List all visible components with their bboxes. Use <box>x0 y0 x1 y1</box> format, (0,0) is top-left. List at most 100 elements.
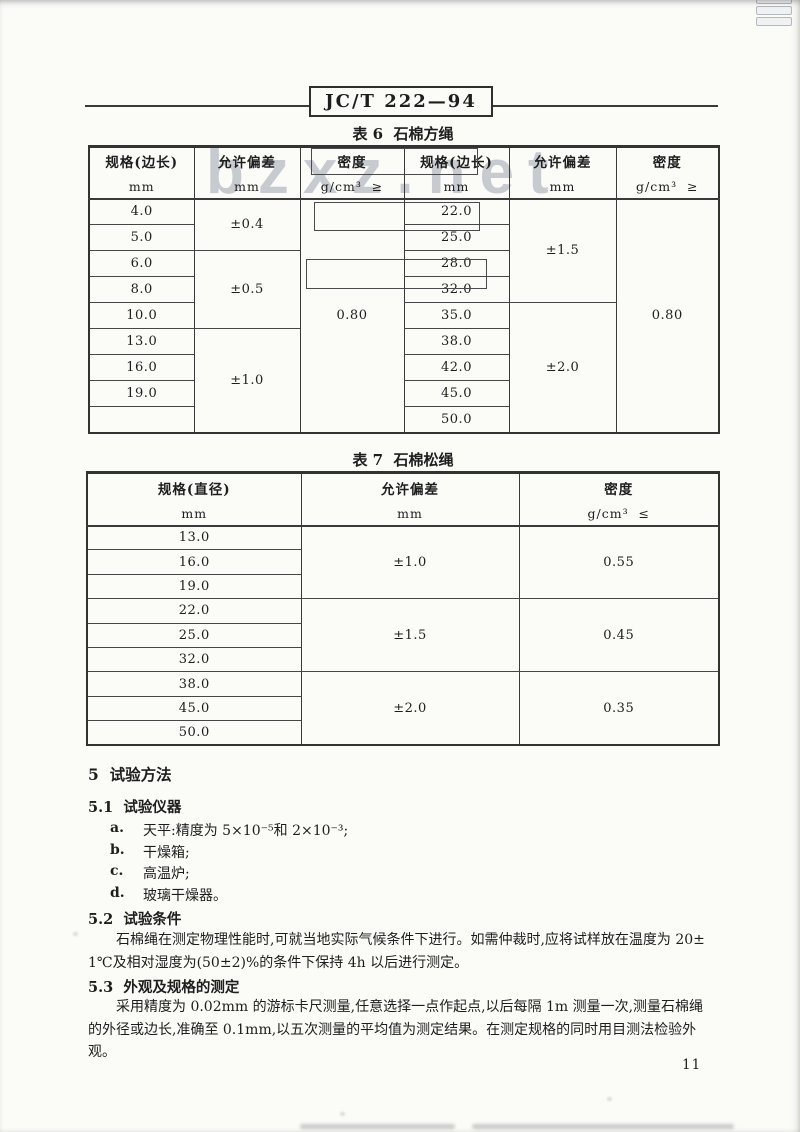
table-row: 5.0 25.0 <box>88 224 719 251</box>
column-header-size-right: 规格(边长) mm <box>403 146 509 200</box>
table-row: 19.0 45.0 <box>88 380 719 407</box>
size-cell: 4.0 <box>88 198 194 225</box>
table7-title: 表 7 石棉松绳 <box>352 451 454 469</box>
stacked-bars-icon[interactable] <box>756 0 792 28</box>
scan-artifact-box <box>306 259 487 289</box>
scan-artifact-box <box>311 148 478 175</box>
density-cell: 0.55 <box>518 525 719 600</box>
size-cell: 32.0 <box>86 647 301 673</box>
paragraph-line: 观。 <box>88 1044 116 1061</box>
size-cell: 10.0 <box>88 302 194 329</box>
list-item-text: 高温炉; <box>143 866 190 883</box>
paragraph-line: 石棉绳在测定物理性能时,可就当地实际气候条件下进行。如需仲裁时,应将试样放在温度… <box>116 932 705 948</box>
size-cell <box>88 406 194 433</box>
deviation-cell: ±0.5 <box>193 250 300 329</box>
table-row: 8.0 32.0 <box>88 276 719 303</box>
deviation-cell: ±1.5 <box>300 598 519 673</box>
size-cell: 19.0 <box>86 574 301 600</box>
column-header-density-left: 密度 g/cm³ ≥ <box>299 146 404 200</box>
table-row: 22.0 ±1.5 0.45 <box>86 598 719 673</box>
size-cell: 25.0 <box>403 224 509 251</box>
bar-icon-segment <box>756 17 792 26</box>
table-row: 50.0 <box>88 406 719 433</box>
size-cell: 22.0 <box>86 598 301 624</box>
column-header-size: 规格(直径) mm <box>86 472 301 527</box>
column-header-deviation: 允许偏差 mm <box>300 472 519 527</box>
density-cell: 0.45 <box>518 598 719 673</box>
column-header-deviation-left: 允许偏差 mm <box>193 146 300 200</box>
header-label: 允许偏差 <box>218 155 276 172</box>
size-cell: 8.0 <box>88 276 194 303</box>
bar-icon-segment <box>756 0 792 4</box>
list-item-key: b. <box>110 841 125 858</box>
density-cell: 0.80 <box>299 198 404 433</box>
column-header-size-left: 规格(边长) mm <box>88 146 194 200</box>
deviation-cell: ±1.0 <box>193 328 300 433</box>
deviation-cell: ±1.0 <box>300 525 519 600</box>
size-cell: 35.0 <box>403 302 509 329</box>
deviation-cell: ±2.0 <box>300 671 519 746</box>
table-row: 32.0 <box>86 647 719 673</box>
header-label: 密度 <box>337 155 367 172</box>
table-row: 19.0 <box>86 574 719 600</box>
scan-smudge <box>300 1124 455 1129</box>
table6-title: 表 6 石棉方绳 <box>352 125 454 143</box>
paragraph-5-2: 石棉绳在测定物理性能时,可就当地实际气候条件下进行。如需仲裁时,应将试样放在温度… <box>88 929 722 974</box>
list-item: b. 干燥箱; <box>110 842 348 864</box>
paragraph-line: 1℃及相对湿度为(50±2)%的条件下保持 4h 以后进行测定。 <box>88 954 469 971</box>
table-row: 25.0 <box>86 623 719 648</box>
section-heading-5-2: 5.2 试验条件 <box>88 911 182 928</box>
table-row: 10.0 35.0 ±2.0 <box>88 302 719 433</box>
deviation-cell: ±0.4 <box>193 198 300 251</box>
size-cell: 19.0 <box>88 380 194 407</box>
table-row: 13.0 ±1.0 0.55 <box>86 525 719 600</box>
column-header-density: 密度 g/cm³ ≤ <box>518 472 719 527</box>
list-item-key: c. <box>110 863 124 880</box>
table-row: 13.0 ±1.0 38.0 <box>88 328 719 433</box>
bar-icon-segment <box>756 6 792 15</box>
list-item-text: 天平:精度为 5×10⁻⁵和 2×10⁻³; <box>143 823 349 839</box>
header-label: 规格(边长) <box>105 155 179 172</box>
size-cell: 16.0 <box>86 549 301 575</box>
density-cell: 0.35 <box>518 671 719 746</box>
list-item: c. 高温炉; <box>110 863 348 885</box>
standard-code-box: JC/T 222—94 <box>309 86 493 117</box>
table7: 规格(直径) mm 允许偏差 mm 密度 g/cm³ ≤ 13.0 ±1.0 0.55… <box>86 471 720 747</box>
header-label: 允许偏差 <box>533 155 592 172</box>
size-cell: 50.0 <box>86 720 301 746</box>
size-cell: 38.0 <box>403 328 509 355</box>
scan-speck <box>607 1097 612 1101</box>
paragraph-5-3: 采用精度为 0.02mm 的游标卡尺测量,任意选择一点作起点,以后每隔 1m 测… <box>88 996 722 1064</box>
table-row: 50.0 <box>86 720 719 746</box>
header-unit: mm <box>181 505 208 521</box>
scan-speck <box>340 1112 345 1116</box>
paragraph-line: 的外径或边长,准确至 0.1mm,以五次测量的平均值为测定结果。在测定规格的同时… <box>88 1021 697 1038</box>
list-item-text: 玻璃干燥器。 <box>143 888 227 905</box>
header-label: 密度 <box>604 481 634 498</box>
section-heading-5: 5 试验方法 <box>88 765 172 784</box>
header-unit: g/cm³ ≥ <box>636 179 699 195</box>
size-cell: 13.0 <box>86 525 301 551</box>
apparatus-list: a. 天平:精度为 5×10⁻⁵和 2×10⁻³; b. 干燥箱; c. 高温炉… <box>110 820 348 907</box>
header-unit: g/cm³ ≥ <box>320 179 384 195</box>
table6-header-row: 规格(边长) mm 允许偏差 mm 密度 g/cm³ ≥ 规格(边长) mm 允许偏差 m… <box>88 146 719 200</box>
list-item-text: 干燥箱; <box>143 844 190 861</box>
list-item-key: d. <box>110 885 125 902</box>
header-unit: mm <box>443 179 470 195</box>
table-row: 38.0 ±2.0 0.35 <box>86 671 719 746</box>
scan-speck <box>73 932 78 936</box>
table7-header-row: 规格(直径) mm 允许偏差 mm 密度 g/cm³ ≤ <box>86 472 719 527</box>
header-unit: g/cm³ ≤ <box>587 505 650 521</box>
size-cell: 5.0 <box>88 224 194 251</box>
list-item-key: a. <box>110 820 124 836</box>
size-cell: 45.0 <box>86 696 301 722</box>
header-unit: mm <box>397 505 423 521</box>
table-row: 45.0 <box>86 696 719 722</box>
header-label: 规格(边长) <box>420 155 493 172</box>
header-unit: mm <box>234 179 260 195</box>
size-cell: 25.0 <box>86 623 301 648</box>
density-cell: 0.80 <box>615 198 719 433</box>
column-header-deviation-right: 允许偏差 mm <box>508 146 616 200</box>
header-label: 规格(直径) <box>157 481 231 498</box>
